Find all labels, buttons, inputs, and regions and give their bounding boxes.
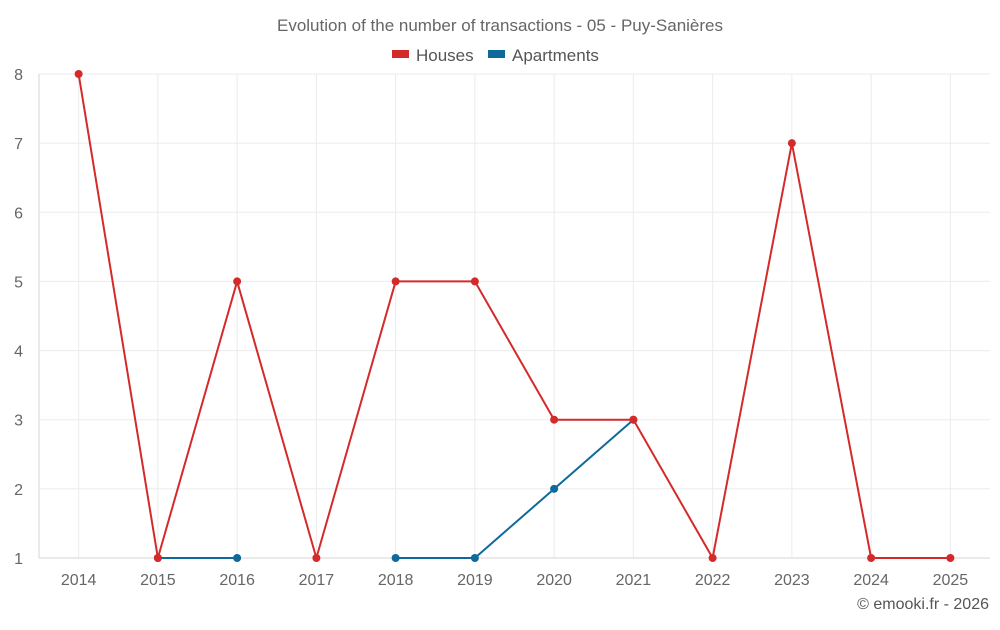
data-point-houses-2022[interactable]	[708, 554, 717, 562]
data-point-houses-2020[interactable]	[550, 415, 559, 424]
legend-label-houses[interactable]: Houses	[416, 46, 474, 65]
x-tick-label: 2021	[616, 572, 652, 589]
y-tick-label: 3	[14, 413, 23, 430]
y-tick-label: 7	[14, 136, 23, 153]
y-tick-label: 8	[14, 67, 23, 84]
data-point-houses-2014[interactable]	[74, 70, 83, 78]
x-tick-label: 2020	[536, 572, 572, 589]
x-tick-label: 2014	[61, 572, 97, 589]
data-point-houses-2018[interactable]	[391, 277, 400, 286]
x-tick-label: 2019	[457, 572, 493, 589]
data-point-houses-2015[interactable]	[153, 554, 162, 562]
series	[74, 70, 955, 562]
footer-credit: © emooki.fr - 2026	[857, 596, 989, 613]
series-line-houses	[77, 73, 951, 559]
data-point-houses-2016[interactable]	[233, 277, 242, 286]
y-tick-label: 5	[14, 274, 23, 291]
x-tick-label: 2024	[853, 572, 889, 589]
data-point-houses-2019[interactable]	[470, 277, 479, 286]
data-point-houses-2017[interactable]	[312, 554, 321, 562]
axes: 1 2 3 4 5 6 7 8 2014 2015 2016 2017 2018 2019 2020 2021…	[14, 67, 990, 589]
data-point-apartments-2018[interactable]	[391, 554, 400, 562]
x-tick-label: 2015	[140, 572, 176, 589]
x-tick-label: 2018	[378, 572, 414, 589]
data-point-houses-2021[interactable]	[629, 415, 638, 424]
legend: Houses Apartments	[392, 46, 599, 65]
y-tick-label: 4	[14, 344, 23, 361]
legend-swatch-apartments	[488, 50, 505, 58]
x-tick-label: 2022	[695, 572, 731, 589]
chart-title: Evolution of the number of transactions …	[277, 16, 723, 35]
data-point-houses-2023[interactable]	[787, 139, 796, 148]
y-tick-label: 1	[14, 551, 23, 568]
x-tick-label: 2017	[299, 572, 335, 589]
y-tick-label: 2	[14, 482, 23, 499]
series-houses	[74, 70, 955, 562]
grid	[39, 73, 990, 558]
data-point-apartments-2020[interactable]	[550, 484, 559, 493]
x-tick-label: 2023	[774, 572, 810, 589]
x-tick-label: 2016	[219, 572, 255, 589]
legend-swatch-houses	[392, 50, 409, 58]
legend-label-apartments[interactable]: Apartments	[512, 46, 599, 65]
y-tick-label: 6	[14, 205, 23, 222]
data-point-apartments-2019[interactable]	[470, 554, 479, 562]
x-tick-label: 2025	[933, 572, 969, 589]
data-point-houses-2024[interactable]	[867, 554, 876, 562]
data-point-houses-2025[interactable]	[946, 554, 955, 562]
data-point-apartments-2016[interactable]	[233, 554, 242, 562]
series-line-apartments	[395, 418, 635, 559]
